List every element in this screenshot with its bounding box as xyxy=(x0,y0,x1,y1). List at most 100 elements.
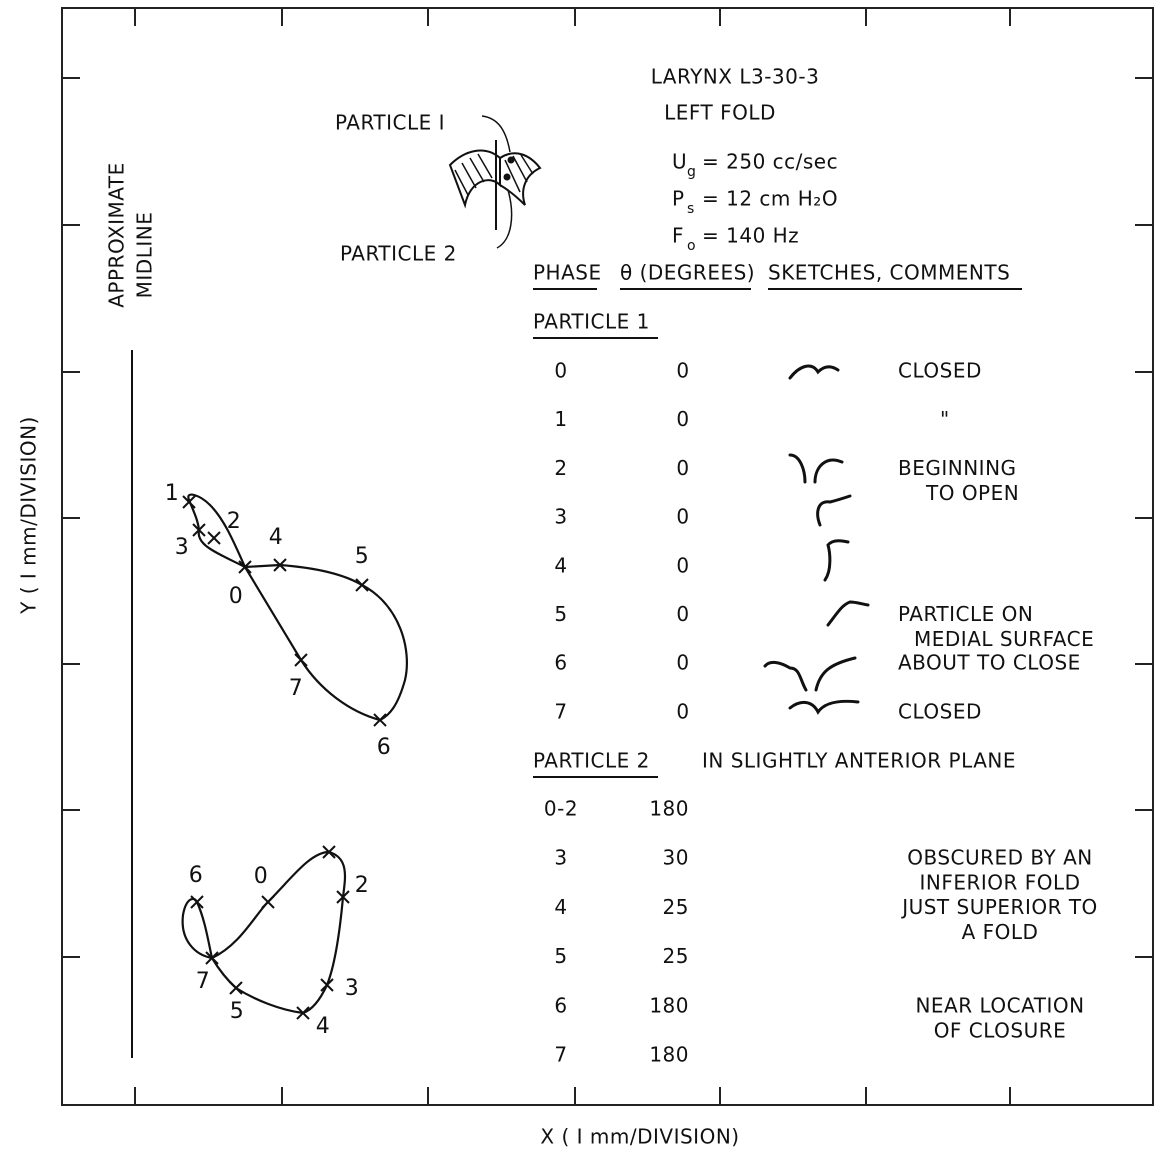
point-label: 3 xyxy=(175,535,190,560)
point-marker xyxy=(192,523,206,537)
param-symbol: F xyxy=(672,224,684,248)
comment: " xyxy=(940,407,950,431)
point-marker xyxy=(320,978,334,992)
theta: 25 xyxy=(663,895,689,919)
phase: 3 xyxy=(554,846,567,870)
point-marker xyxy=(190,895,204,909)
point-marker xyxy=(336,890,350,904)
midline-label: MIDLINE xyxy=(133,212,157,299)
phase: 6 xyxy=(554,651,567,675)
point-marker xyxy=(207,531,221,545)
point-label: 4 xyxy=(269,525,284,550)
comment: OF CLOSURE xyxy=(934,1018,1067,1042)
point-label: 4 xyxy=(316,1014,331,1039)
point-label: 2 xyxy=(355,873,370,898)
phase-sketches xyxy=(763,364,870,715)
point-label: 7 xyxy=(289,676,304,701)
theta: 0 xyxy=(676,602,689,626)
point-label: 5 xyxy=(355,544,370,569)
phase: 0 xyxy=(554,359,567,383)
comment: INFERIOR FOLD xyxy=(919,871,1080,895)
param-value: = 12 cm H₂O xyxy=(702,187,838,211)
phase: 1 xyxy=(554,407,567,431)
comment: NEAR LOCATION xyxy=(915,993,1084,1017)
point-label: 0 xyxy=(254,864,269,889)
comment: BEGINNING xyxy=(898,456,1017,480)
point-marker xyxy=(355,578,369,592)
point-label: 3 xyxy=(345,976,360,1001)
point-marker xyxy=(296,1006,310,1020)
comment: MEDIAL SURFACE xyxy=(914,627,1094,651)
param-subscript: g xyxy=(687,164,696,180)
param-value: = 140 Hz xyxy=(702,224,799,248)
subtitle: LEFT FOLD xyxy=(664,101,776,125)
phase: 3 xyxy=(554,505,567,529)
param-subscript: s xyxy=(687,201,695,217)
title: LARYNX L3-30-3 xyxy=(651,65,820,89)
param-symbol: P xyxy=(672,187,685,211)
theta: 180 xyxy=(649,993,689,1017)
theta: 30 xyxy=(663,846,689,870)
point-label: 2 xyxy=(227,509,242,534)
x-axis-label: X ( I mm/DIVISION) xyxy=(540,1125,739,1149)
section-heading: PARTICLE 2 xyxy=(533,749,650,773)
theta: 0 xyxy=(676,407,689,431)
inset-label: PARTICLE I xyxy=(335,111,445,135)
comment: ABOUT TO CLOSE xyxy=(898,651,1081,675)
y-axis-label: Y ( I mm/DIVISION) xyxy=(17,416,41,615)
theta: 180 xyxy=(649,1043,689,1067)
comment: PARTICLE ON xyxy=(898,602,1033,626)
theta: 0 xyxy=(676,456,689,480)
theta: 0 xyxy=(676,553,689,577)
column-header: PHASE xyxy=(533,261,602,285)
theta: 0 xyxy=(676,699,689,723)
theta: 180 xyxy=(649,797,689,821)
comment: JUST SUPERIOR TO xyxy=(900,895,1098,919)
point-label: 0 xyxy=(229,584,244,609)
point-marker xyxy=(205,951,219,965)
comment: OBSCURED BY AN xyxy=(907,846,1093,870)
inset-sketch xyxy=(448,115,542,249)
section-note: IN SLIGHTLY ANTERIOR PLANE xyxy=(702,749,1016,773)
column-header: SKETCHES, COMMENTS xyxy=(768,261,1010,285)
table: PHASE θ (DEGREES) SKETCHES, COMMENTS PARTIC… xyxy=(533,261,1098,1067)
comment: CLOSED xyxy=(898,699,982,723)
comment: TO OPEN xyxy=(925,481,1019,505)
trajectory-1 xyxy=(187,493,408,722)
phase: 2 xyxy=(554,456,567,480)
phase: 5 xyxy=(554,944,567,968)
point-marker xyxy=(322,845,336,859)
ticks xyxy=(62,8,1153,1105)
trajectory-2 xyxy=(181,850,347,1015)
param-symbol: U xyxy=(672,150,687,174)
theta: 25 xyxy=(663,944,689,968)
point-label: 7 xyxy=(196,969,211,994)
section-heading: PARTICLE 1 xyxy=(533,310,650,334)
phase: 6 xyxy=(554,993,567,1017)
param-value: = 250 cc/sec xyxy=(702,150,838,174)
phase: 4 xyxy=(554,553,567,577)
comment: A FOLD xyxy=(962,920,1039,944)
theta: 0 xyxy=(676,505,689,529)
phase: 5 xyxy=(554,602,567,626)
column-header: θ (DEGREES) xyxy=(620,261,755,285)
point-label: 6 xyxy=(189,863,204,888)
phase: 4 xyxy=(554,895,567,919)
point-marker xyxy=(238,560,252,574)
midline-label: APPROXIMATE xyxy=(105,162,129,308)
point-marker xyxy=(261,895,275,909)
point-marker xyxy=(229,981,243,995)
point-marker xyxy=(294,653,308,667)
point-label: 1 xyxy=(165,481,180,506)
point-marker xyxy=(373,713,387,727)
point-marker xyxy=(182,495,196,509)
phase: 0-2 xyxy=(544,797,578,821)
phase: 7 xyxy=(554,1043,567,1067)
inset-label: PARTICLE 2 xyxy=(340,242,457,266)
theta: 0 xyxy=(676,651,689,675)
point-marker xyxy=(273,558,287,572)
param-subscript: o xyxy=(687,238,696,254)
